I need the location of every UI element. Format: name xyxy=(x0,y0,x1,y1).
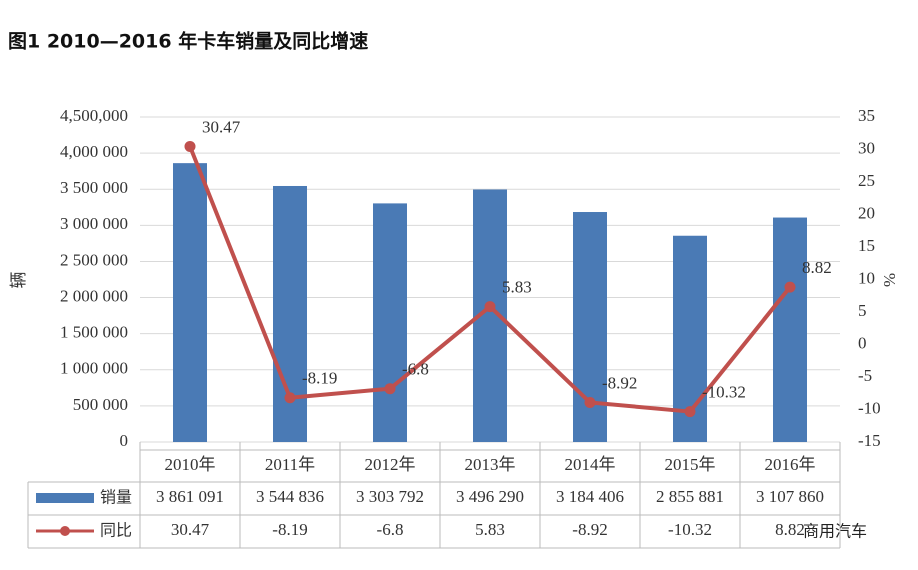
table-value: -10.32 xyxy=(668,520,712,539)
y2-tick-label: -10 xyxy=(858,398,881,417)
x-tick-label: 2013年 xyxy=(465,455,516,474)
y-tick-label: 2 000 000 xyxy=(60,286,128,305)
y2-tick-label: 15 xyxy=(858,236,875,255)
watermark: 商用汽车 xyxy=(803,522,867,541)
table-value: 30.47 xyxy=(171,520,210,539)
data-label: -6.8 xyxy=(402,360,429,379)
y2-tick-label: 20 xyxy=(858,203,875,222)
legend-swatch xyxy=(60,526,70,536)
y-tick-label: 1 000 000 xyxy=(60,359,128,378)
y2-tick-label: 0 xyxy=(858,333,867,352)
y2-tick-label: 5 xyxy=(858,301,867,320)
table-value: 5.83 xyxy=(475,520,505,539)
table-value: 2 855 881 xyxy=(656,487,724,506)
point xyxy=(584,396,596,408)
chart-title: 图1 2010—2016 年卡车销量及同比增速 xyxy=(8,30,368,53)
table-value: -8.92 xyxy=(572,520,607,539)
table-value: -6.8 xyxy=(377,520,404,539)
x-tick-label: 2015年 xyxy=(665,455,716,474)
table-value: 3 184 406 xyxy=(556,487,624,506)
bar xyxy=(373,203,407,442)
y-tick-label: 500 000 xyxy=(73,395,128,414)
point xyxy=(784,281,796,293)
y-tick-label: 1 500 000 xyxy=(60,323,128,342)
y2-tick-label: 10 xyxy=(858,268,875,287)
y2-tick-label: 30 xyxy=(858,138,875,157)
table-value: -8.19 xyxy=(272,520,307,539)
point xyxy=(684,406,696,418)
data-label: -8.92 xyxy=(602,373,637,392)
y-tick-label: 3 000 000 xyxy=(60,214,128,233)
point xyxy=(384,383,396,395)
y2-tick-label: 35 xyxy=(858,106,875,125)
y-tick-label: 2 500 000 xyxy=(60,250,128,269)
point xyxy=(284,392,296,404)
y-tick-label: 3 500 000 xyxy=(60,178,128,197)
table-value: 3 303 792 xyxy=(356,487,424,506)
x-tick-label: 2010年 xyxy=(165,455,216,474)
y-tick-label: 4,500,000 xyxy=(60,106,128,125)
data-label: 30.47 xyxy=(202,117,241,136)
y-tick-label: 4,000 000 xyxy=(60,142,128,161)
y2-tick-label: -15 xyxy=(858,431,881,450)
bar xyxy=(173,163,207,442)
table-value: 3 544 836 xyxy=(256,487,324,506)
y2-axis-label: % xyxy=(880,273,899,287)
point xyxy=(184,140,196,152)
table-value: 3 496 290 xyxy=(456,487,524,506)
data-label: 5.83 xyxy=(502,278,532,297)
table-value: 8.82 xyxy=(775,520,805,539)
x-tick-label: 2012年 xyxy=(365,455,416,474)
y2-tick-label: -5 xyxy=(858,366,872,385)
data-label: 8.82 xyxy=(802,258,832,277)
data-label: -10.32 xyxy=(702,382,746,401)
x-tick-label: 2014年 xyxy=(565,455,616,474)
y2-tick-label: 25 xyxy=(858,171,875,190)
legend-swatch xyxy=(36,493,94,503)
x-tick-label: 2016年 xyxy=(765,455,816,474)
legend-label: 销量 xyxy=(100,488,132,507)
y-tick-label: 0 xyxy=(120,431,129,450)
point xyxy=(484,301,496,313)
y-axis-label: 辆 xyxy=(9,272,28,289)
x-tick-label: 2011年 xyxy=(265,455,315,474)
bar xyxy=(273,185,307,442)
legend-label: 同比 xyxy=(100,521,132,540)
bar xyxy=(773,217,807,442)
table-value: 3 107 860 xyxy=(756,487,824,506)
table-value: 3 861 091 xyxy=(156,487,224,506)
data-label: -8.19 xyxy=(302,369,337,388)
